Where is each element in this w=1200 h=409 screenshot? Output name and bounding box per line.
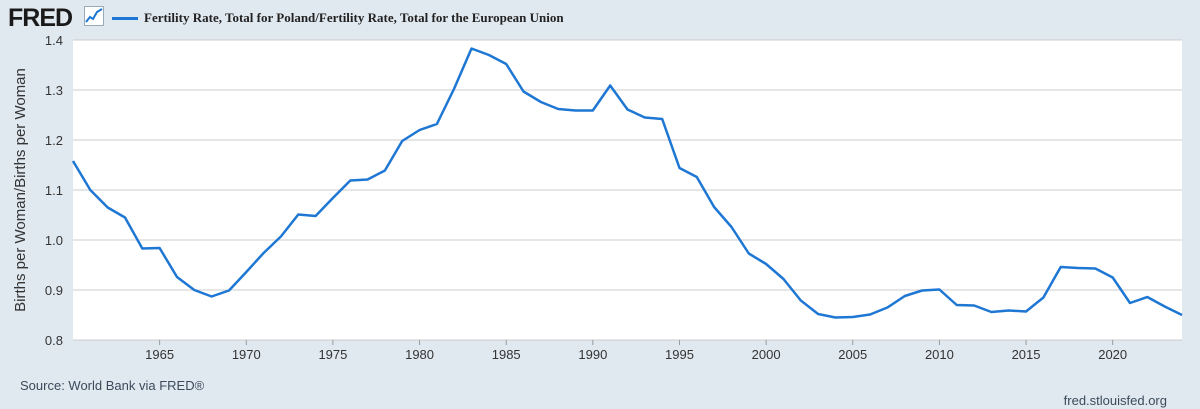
x-tick-label: 1980 (405, 347, 434, 362)
x-tick-label: 1970 (232, 347, 261, 362)
x-tick-label: 2020 (1098, 347, 1127, 362)
y-tick-label: 0.9 (45, 283, 63, 298)
legend-swatch (112, 16, 138, 20)
y-tick-label: 1.3 (45, 83, 63, 98)
y-tick-label: 1.4 (45, 33, 63, 48)
y-tick-label: 1.1 (45, 183, 63, 198)
legend-label: Fertility Rate, Total for Poland/Fertili… (144, 10, 564, 25)
fred-logo[interactable]: FRED (8, 4, 73, 32)
series-line (71, 47, 1183, 319)
source-note: Source: World Bank via FRED® (20, 378, 205, 393)
x-tick-label: 1995 (665, 347, 694, 362)
y-axis-label: Births per Woman/Births per Woman (12, 68, 29, 312)
site-url[interactable]: fred.stlouisfed.org (1063, 393, 1167, 408)
x-tick-label: 2010 (925, 347, 954, 362)
x-tick-label: 1975 (318, 347, 347, 362)
chart-line-icon (84, 6, 104, 26)
x-tick-label: 2005 (838, 347, 867, 362)
x-tick-label: 1990 (578, 347, 607, 362)
chart-legend: Fertility Rate, Total for Poland/Fertili… (112, 10, 564, 26)
x-tick-label: 1965 (145, 347, 174, 362)
y-tick-label: 1.2 (45, 133, 63, 148)
y-tick-label: 0.8 (45, 333, 63, 348)
y-tick-label: 1.0 (45, 233, 63, 248)
x-tick-label: 2000 (752, 347, 781, 362)
x-tick-label: 1985 (492, 347, 521, 362)
x-tick-label: 2015 (1012, 347, 1041, 362)
